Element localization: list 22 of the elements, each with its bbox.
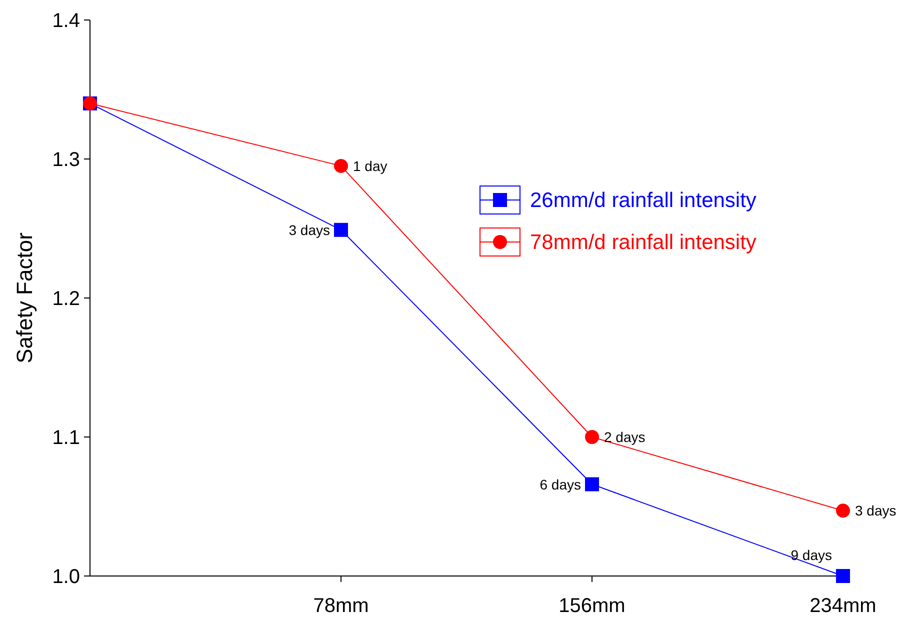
y-tick-label: 1.2: [52, 288, 80, 310]
y-tick-label: 1.3: [52, 149, 80, 171]
point: [585, 430, 599, 444]
y-axis-title: Safety Factor: [12, 232, 37, 364]
point: [836, 569, 850, 583]
point: [334, 222, 348, 237]
annotation: 6 days: [540, 476, 581, 492]
point: [836, 504, 850, 518]
y-tick-label: 1.1: [52, 427, 80, 449]
point: [585, 477, 599, 492]
x-tick-label: 156mm: [558, 595, 626, 617]
x-tick-label: 78mm: [313, 595, 369, 617]
legend-label: 26mm/d rainfall intensity: [530, 189, 757, 212]
y-tick-label: 1.4: [52, 10, 80, 32]
x-tick-label: 234mm: [810, 595, 876, 617]
legend-label: 78mm/d rainfall intensity: [530, 231, 757, 254]
annotation: 3 days: [288, 222, 330, 238]
annotation: 2 days: [604, 429, 646, 445]
point: [334, 158, 348, 173]
annotation: 1 day: [353, 158, 388, 174]
y-tick-label: 1.0: [52, 566, 80, 588]
annotation: 3 days: [855, 502, 896, 519]
